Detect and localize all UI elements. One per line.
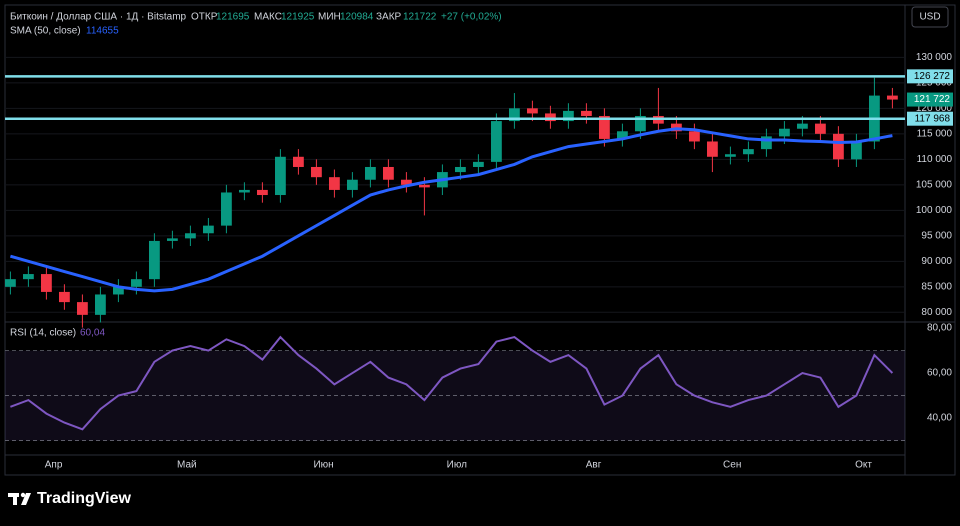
symbol-title: Биткоин / Доллар США · 1Д · Bitstamp <box>10 12 187 23</box>
candle-body <box>347 179 358 190</box>
currency-button[interactable] <box>911 6 949 28</box>
sma-value: 114655 <box>86 26 119 37</box>
candle-body <box>5 279 16 287</box>
x-tick-label: Окт <box>855 460 872 471</box>
candle-body <box>707 141 718 157</box>
x-tick-label: Сен <box>723 460 741 471</box>
candle-body <box>743 149 754 155</box>
candle-body <box>293 156 304 167</box>
open-value: 121695 <box>216 12 250 23</box>
y-tick-label: 60,00 <box>927 368 952 379</box>
y-tick-label: 130 000 <box>916 52 953 63</box>
candle-body <box>617 131 628 139</box>
candle-body <box>491 121 502 162</box>
candle-body <box>563 110 574 122</box>
candle-body <box>797 123 808 129</box>
candle-body <box>833 133 844 160</box>
logo-icon <box>8 492 31 505</box>
candle-body <box>329 177 340 190</box>
level-tag <box>907 69 953 84</box>
y-tick-label: 90 000 <box>921 256 952 267</box>
candle-body <box>131 279 142 287</box>
level-tag-label: 126 272 <box>914 71 951 82</box>
candle-body <box>239 189 250 193</box>
y-tick-label: 115 000 <box>917 128 953 139</box>
candle-body <box>761 136 772 150</box>
y-tick-label: 80 000 <box>921 307 952 318</box>
candle-body <box>725 154 736 157</box>
x-tick-label: Июл <box>447 460 467 471</box>
change-value: +27 (+0,02%) <box>441 12 502 23</box>
candle-body <box>473 161 484 167</box>
candle-body <box>815 123 826 134</box>
candle-body <box>779 128 790 137</box>
candle-body <box>509 108 520 122</box>
y-tick-label: 40,00 <box>927 413 952 424</box>
candle-body <box>185 233 196 239</box>
candle-body <box>419 184 430 188</box>
candle-body <box>221 192 232 226</box>
low-value: 120984 <box>340 12 374 23</box>
candle-body <box>167 238 178 241</box>
candle-body <box>77 302 88 315</box>
y-tick-label: 100 000 <box>916 205 953 216</box>
candle-body <box>635 115 646 132</box>
y-tick-label: 85 000 <box>921 281 952 292</box>
candle-body <box>311 166 322 178</box>
sma-line <box>9 127 893 293</box>
currency-label[interactable]: USD <box>919 12 940 23</box>
candle-body <box>203 225 214 234</box>
sma-legend: SMA (50, close) <box>10 26 81 37</box>
level-tag-label: 117 968 <box>915 113 951 124</box>
candle-body <box>41 274 52 292</box>
x-tick-label: Авг <box>586 460 602 471</box>
last-price-tag <box>907 92 953 107</box>
y-tick-label: 95 000 <box>921 230 952 241</box>
candle-body <box>383 166 394 180</box>
x-tick-label: Апр <box>45 460 63 471</box>
x-tick-label: Июн <box>313 460 333 471</box>
y-tick-label: 110 000 <box>917 154 953 165</box>
candle-body <box>365 166 376 180</box>
x-tick-label: Май <box>177 460 197 471</box>
candle-body <box>113 286 124 295</box>
low-label: МИН <box>318 12 341 23</box>
rsi-legend: RSI (14, close) <box>10 328 76 339</box>
candle-body <box>275 156 286 196</box>
candle-body <box>545 113 556 122</box>
candle-body <box>527 108 538 114</box>
candle-body <box>689 131 700 142</box>
y-tick-label: 105 000 <box>916 179 953 190</box>
rsi-line <box>10 335 894 431</box>
candle-body <box>851 141 862 160</box>
open-label: ОТКР <box>191 12 218 23</box>
candle-body <box>149 240 160 280</box>
candle-body <box>257 189 268 196</box>
candle-body <box>887 95 898 100</box>
high-label: МАКС <box>254 12 282 23</box>
candle-body <box>401 179 412 185</box>
level-tag <box>907 111 953 126</box>
candle-body <box>95 294 106 315</box>
brand-name: TradingView <box>37 490 132 507</box>
candle-body <box>23 274 34 280</box>
candle-body <box>59 291 70 303</box>
candle-body <box>599 115 610 139</box>
candle-body <box>581 110 592 116</box>
y-tick-label: 120 000 <box>916 103 953 114</box>
y-tick-label: 80,00 <box>927 323 952 334</box>
candle-body <box>455 166 466 173</box>
rsi-value: 60,04 <box>80 328 105 339</box>
close-value: 121722 <box>403 12 437 23</box>
close-label: ЗАКР <box>376 12 402 23</box>
last-price-label: 121 722 <box>914 94 951 105</box>
high-value: 121925 <box>281 12 315 23</box>
